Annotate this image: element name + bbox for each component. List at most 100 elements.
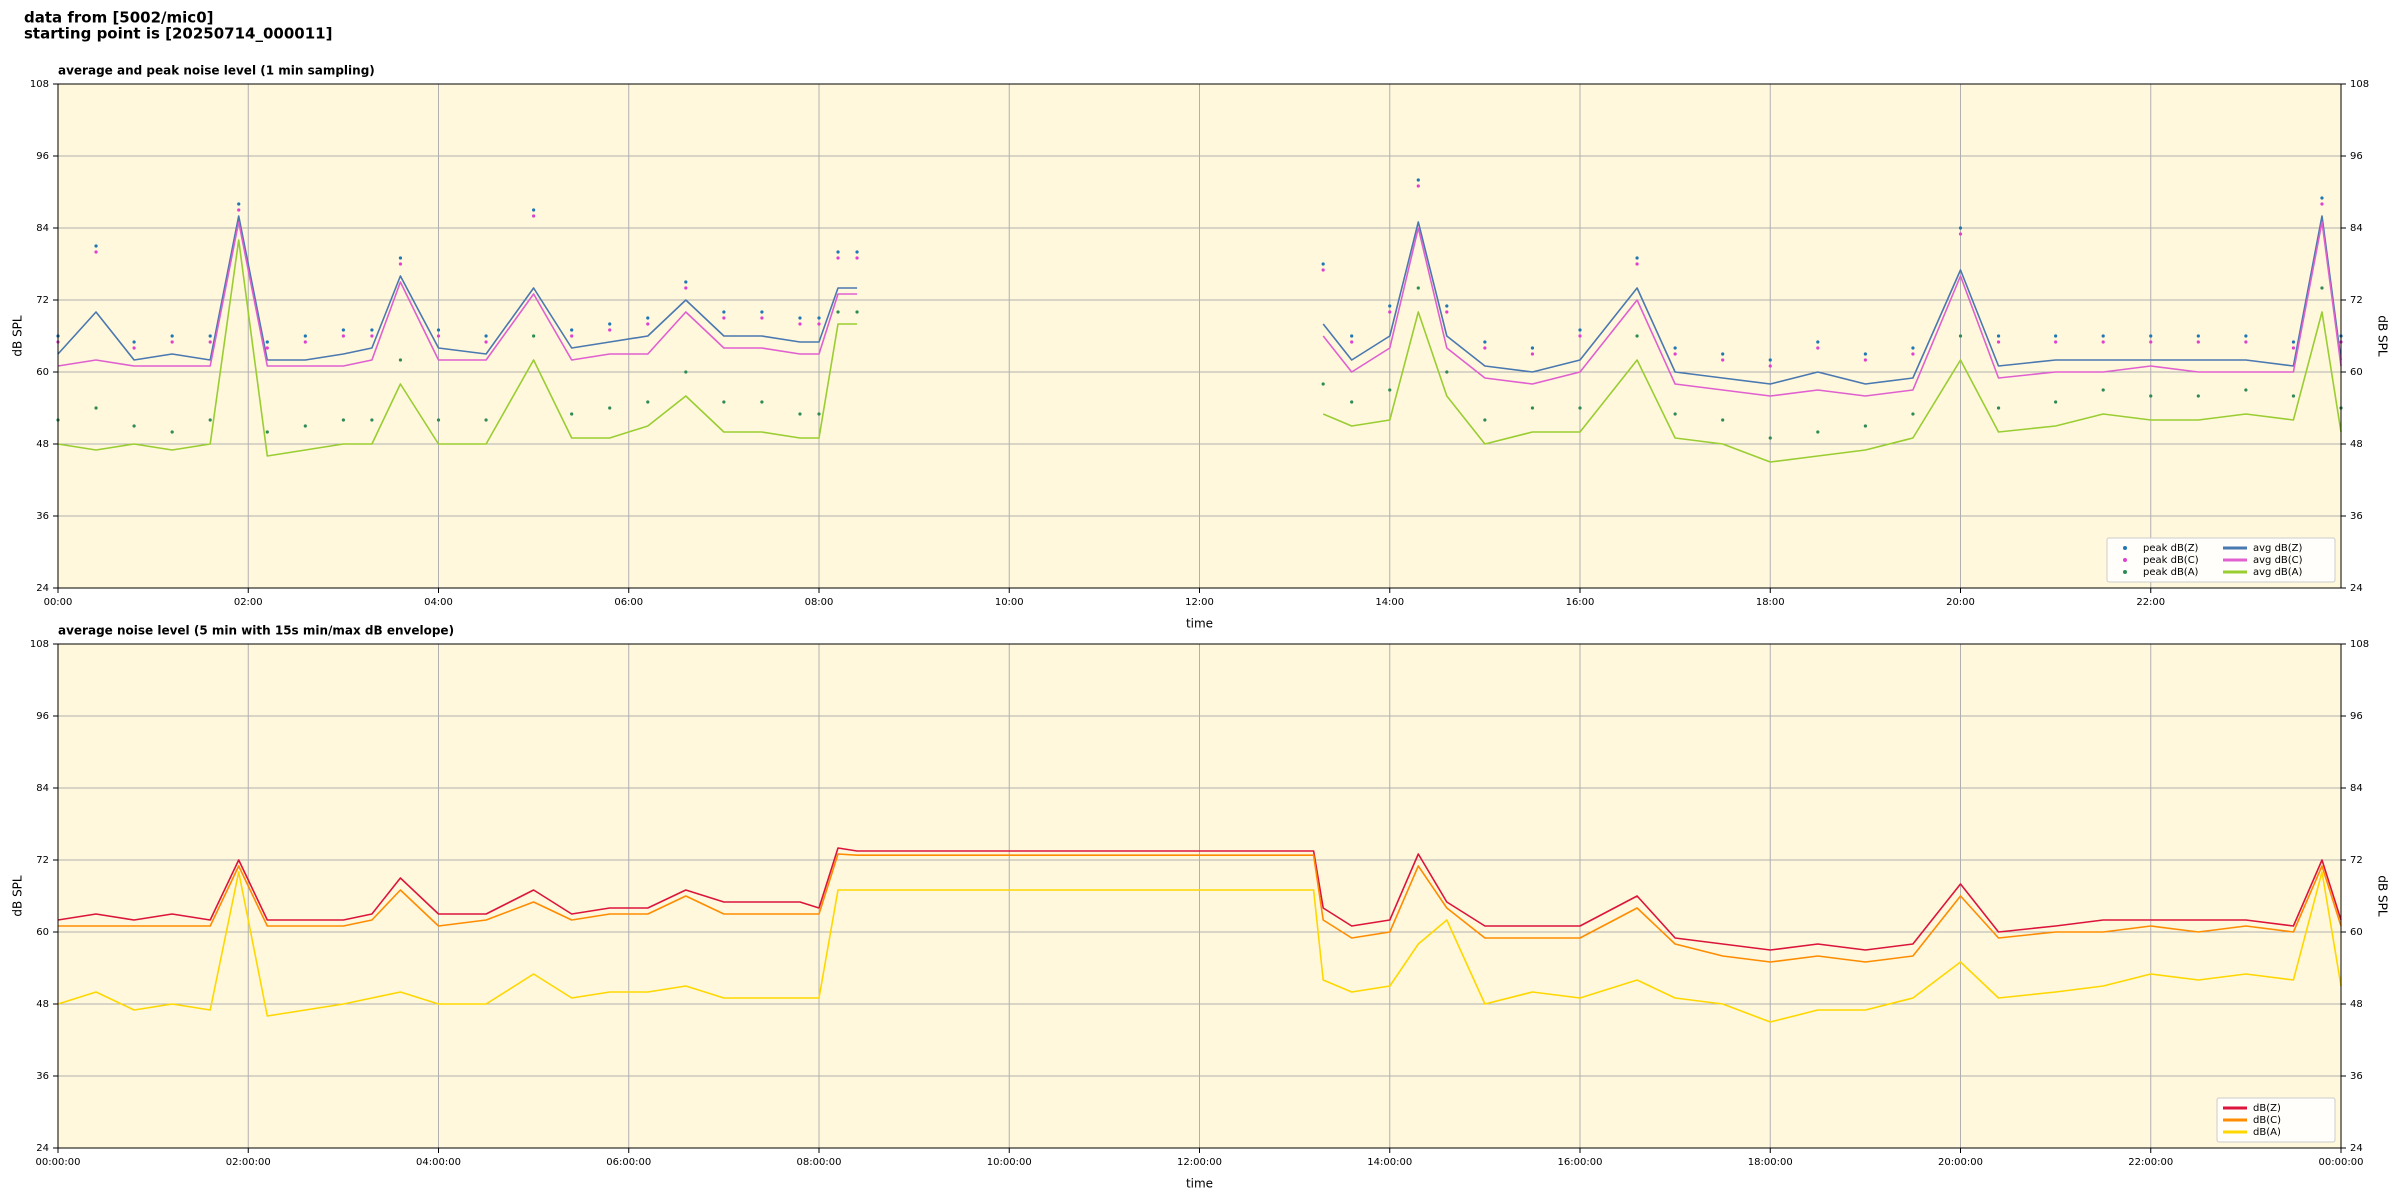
peak-point xyxy=(722,316,726,320)
peak-point xyxy=(855,310,859,314)
peak-point xyxy=(1530,352,1535,356)
peak-point xyxy=(2320,196,2324,200)
x-tick-label: 02:00 xyxy=(234,597,263,608)
peak-point xyxy=(608,406,612,410)
peak-point xyxy=(2291,340,2296,344)
peak-point xyxy=(170,334,174,338)
peak-point xyxy=(817,322,821,326)
y-tick-label: 84 xyxy=(2350,783,2363,794)
x-tick-label: 04:00 xyxy=(424,597,453,608)
peak-point xyxy=(303,334,307,338)
peak-point xyxy=(370,418,374,422)
x-tick-label: 02:00:00 xyxy=(226,1157,271,1168)
peak-point xyxy=(2054,334,2058,338)
x-axis-label: time xyxy=(1186,1177,1213,1191)
peak-point xyxy=(436,334,441,338)
peak-point xyxy=(2101,340,2105,344)
peak-point xyxy=(1996,340,2001,344)
x-tick-label: 22:00 xyxy=(2136,597,2165,608)
peak-point xyxy=(1768,436,1772,440)
peak-point xyxy=(2196,334,2200,338)
peak-point xyxy=(798,316,802,320)
peak-point xyxy=(1321,382,1325,386)
legend-label: dB(C) xyxy=(2253,1115,2281,1126)
peak-point xyxy=(646,316,650,320)
peak-point xyxy=(370,334,374,338)
peak-point xyxy=(817,412,821,416)
x-tick-label: 20:00 xyxy=(1946,597,1975,608)
peak-point xyxy=(1578,334,1582,338)
x-tick-label: 08:00 xyxy=(805,597,834,608)
peak-point xyxy=(1350,400,1354,404)
y-tick-label: 48 xyxy=(36,999,49,1010)
peak-point xyxy=(265,346,269,350)
peak-point xyxy=(341,328,345,332)
legend-label: peak dB(Z) xyxy=(2143,543,2199,554)
y-tick-label: 48 xyxy=(2350,999,2363,1010)
peak-point xyxy=(836,250,840,254)
peak-point xyxy=(398,358,403,362)
legend-box xyxy=(2106,537,2336,583)
peak-point xyxy=(341,334,345,338)
peak-point xyxy=(1996,406,2001,410)
x-tick-label: 20:00:00 xyxy=(1938,1157,1983,1168)
x-tick-label: 04:00:00 xyxy=(416,1157,461,1168)
peak-point xyxy=(2291,394,2296,398)
y-axis-label: dB SPL xyxy=(2376,875,2390,917)
peak-point xyxy=(1816,346,1820,350)
peak-point xyxy=(1416,286,1420,290)
peak-point xyxy=(265,340,269,344)
peak-point xyxy=(2291,346,2296,350)
y-tick-label: 96 xyxy=(36,711,49,722)
peak-point xyxy=(370,328,374,332)
peak-point xyxy=(684,286,688,290)
peak-point xyxy=(1483,340,1487,344)
peak-point xyxy=(855,256,859,260)
peak-point xyxy=(532,334,536,338)
x-tick-label: 10:00 xyxy=(995,597,1024,608)
series-line xyxy=(58,853,2342,963)
peak-point xyxy=(2054,340,2058,344)
y-tick-label: 24 xyxy=(2350,1143,2363,1154)
peak-point xyxy=(132,346,136,350)
x-tick-label: 00:00:00 xyxy=(36,1157,81,1168)
peak-point xyxy=(570,334,574,338)
peak-point xyxy=(398,262,403,266)
legend-label: avg dB(Z) xyxy=(2253,543,2303,554)
legend-marker xyxy=(2123,558,2127,562)
peak-point xyxy=(684,370,688,374)
peak-point xyxy=(436,418,441,422)
peak-point xyxy=(1635,262,1639,266)
y-tick-label: 108 xyxy=(30,79,49,90)
y-tick-label: 84 xyxy=(2350,223,2363,234)
plot-frame xyxy=(57,643,2342,1149)
peak-point xyxy=(1388,304,1392,308)
peak-point xyxy=(1816,430,1820,434)
legend-marker xyxy=(2123,570,2127,574)
plot-frame xyxy=(57,83,2342,589)
peak-point xyxy=(2244,340,2248,344)
series-line xyxy=(57,215,2342,385)
peak-point xyxy=(1321,262,1325,266)
peak-point xyxy=(1911,346,1915,350)
peak-point xyxy=(1388,388,1392,392)
peak-point xyxy=(132,424,136,428)
peak-point xyxy=(2244,388,2248,392)
peak-point xyxy=(94,406,98,410)
peak-point xyxy=(722,400,726,404)
peak-point xyxy=(760,310,764,314)
chart-title: average and peak noise level (1 min samp… xyxy=(58,64,375,78)
y-tick-label: 60 xyxy=(2350,927,2363,938)
peak-point xyxy=(94,250,98,254)
x-tick-label: 00:00:00 xyxy=(2319,1157,2364,1168)
peak-point xyxy=(484,334,488,338)
peak-point xyxy=(855,250,859,254)
peak-point xyxy=(760,400,764,404)
peak-point xyxy=(1911,352,1915,356)
x-tick-label: 14:00:00 xyxy=(1367,1157,1412,1168)
y-tick-label: 96 xyxy=(36,151,49,162)
y-tick-label: 84 xyxy=(36,783,49,794)
peak-point xyxy=(1911,412,1915,416)
y-tick-label: 24 xyxy=(36,1143,49,1154)
peak-point xyxy=(2196,340,2200,344)
